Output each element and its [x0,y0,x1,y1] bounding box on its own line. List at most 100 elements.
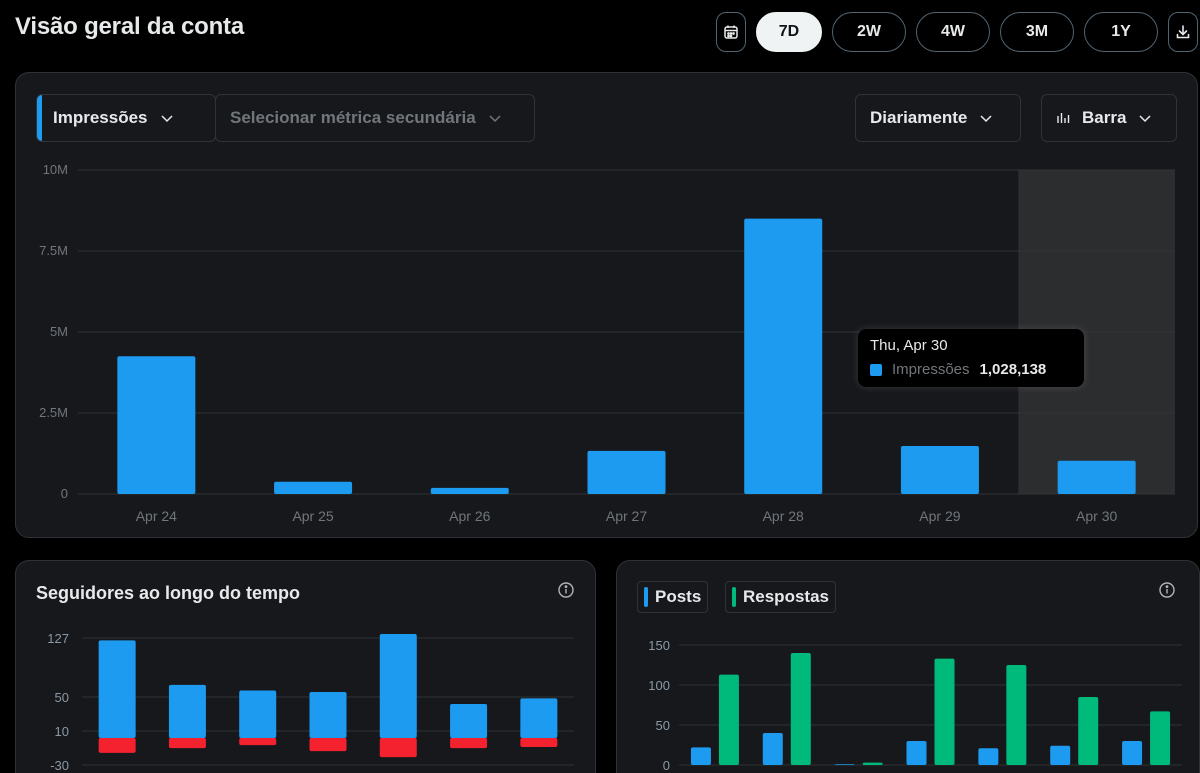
replies-bar [1078,697,1099,765]
replies-bar [1150,711,1171,765]
replies-bar [934,658,955,765]
legend-posts[interactable]: Posts [637,581,709,613]
x-tick-label: Apr 30 [1076,508,1117,524]
followers-lost-bar [379,738,417,758]
calendar-button[interactable] [716,12,746,52]
posts-bar [762,733,783,765]
x-tick-label: Apr 28 [763,508,804,524]
posts-bar [1122,741,1143,765]
posts-bar [1050,745,1071,765]
followers-lost-bar [450,738,488,749]
legend-replies-label: Respostas [743,587,829,606]
chevron-down-icon [160,115,173,123]
interval-dropdown[interactable]: Diariamente [855,94,1021,142]
followers-lost-bar [520,738,558,747]
impressions-card: Impressões Selecionar métrica secundária… [15,72,1198,538]
range-selector: 7D 2W 4W 3M 1Y [716,12,1198,52]
posts-chart: 0 50 100 150 [648,638,1182,773]
chevron-down-icon [1139,115,1151,123]
range-3m-button[interactable]: 3M [1000,12,1074,52]
posts-card: Posts Respostas 0 50 100 150 [616,560,1200,773]
tooltip-value: 1,028,138 [979,361,1047,378]
posts-bar [978,748,999,765]
range-2w-button[interactable]: 2W [832,12,906,52]
posts-bar [690,747,711,765]
posts-bar [906,741,927,765]
impressions-bar [744,218,823,494]
secondary-metric-placeholder: Selecionar métrica secundária [230,108,476,127]
impressions-bar [900,446,979,494]
followers-lost-bar [309,738,347,752]
impressions-bar [274,481,353,494]
y-tick-label: 2.5M [39,405,68,420]
primary-metric-dropdown[interactable]: Impressões [36,94,216,142]
followers-gained-bar [450,703,488,738]
info-icon[interactable] [1158,581,1176,599]
chevron-down-icon [489,115,501,123]
followers-gained-bar [520,698,558,738]
chart-style-dropdown[interactable]: Barra [1041,94,1177,142]
x-tick-label: Apr 25 [292,508,333,524]
followers-lost-bar [98,738,136,753]
y-tick-label: 0 [663,758,670,773]
download-button[interactable] [1168,12,1198,52]
info-icon[interactable] [557,581,575,599]
y-tick-label: 10M [43,162,68,177]
replies-bar [718,674,739,765]
tooltip-date: Thu, Apr 30 [870,337,948,354]
impressions-bar [1057,460,1136,494]
followers-card: Seguidores ao longo do tempo -30 10 50 127 [15,560,596,773]
followers-gained-bar [239,690,277,738]
replies-bar [1006,665,1027,765]
y-tick-label: 7.5M [39,243,68,258]
y-tick-label: 150 [648,638,670,653]
x-tick-label: Apr 24 [136,508,177,524]
download-icon [1176,25,1190,39]
bar-chart-icon [1057,113,1070,123]
y-tick-label: 5M [50,324,68,339]
followers-chart: -30 10 50 127 [47,631,574,773]
y-tick-label: 127 [47,631,69,646]
followers-gained-bar [98,640,136,738]
replies-bar [862,762,883,765]
legend-replies[interactable]: Respostas [725,581,836,613]
y-tick-label: 10 [55,724,69,739]
followers-gained-bar [168,684,206,738]
tooltip-swatch [870,363,882,376]
x-tick-label: Apr 29 [919,508,960,524]
followers-gained-bar [309,692,347,738]
impressions-bar [587,450,666,494]
range-1y-button[interactable]: 1Y [1084,12,1158,52]
range-4w-button[interactable]: 4W [916,12,990,52]
legend-replies-swatch [732,587,736,607]
primary-metric-label: Impressões [53,108,148,127]
tooltip-label: Impressões [892,361,970,378]
replies-bar [790,653,811,765]
secondary-metric-dropdown[interactable]: Selecionar métrica secundária [215,94,535,142]
primary-metric-accent [37,95,42,141]
legend-posts-label: Posts [655,587,702,606]
followers-lost-bar [168,738,206,749]
y-tick-label: 50 [656,718,670,733]
range-7d-button[interactable]: 7D [756,12,822,52]
followers-card-title: Seguidores ao longo do tempo [36,583,301,603]
impressions-chart: 0 2.5M 5M 7.5M 10M Apr 24 Apr 25 Apr 26 Apr 27 Ap… [39,162,1175,524]
y-tick-label: 50 [55,690,69,705]
chart-tooltip: Thu, Apr 30 Impressões 1,028,138 [858,329,1084,387]
y-tick-label: 100 [648,678,670,693]
legend-posts-swatch [644,587,648,607]
chevron-down-icon [980,115,992,123]
y-tick-label: -30 [50,758,69,773]
followers-lost-bar [239,738,277,746]
x-tick-label: Apr 27 [606,508,647,524]
impressions-bar [117,356,196,494]
calendar-icon [724,25,738,39]
posts-bar [834,764,855,765]
x-tick-label: Apr 26 [449,508,490,524]
page-title: Visão geral da conta [15,13,244,40]
followers-gained-bar [379,634,417,738]
interval-label: Diariamente [870,108,968,127]
chart-style-label: Barra [1082,108,1127,127]
y-tick-label: 0 [61,486,68,501]
impressions-bar [430,487,509,494]
